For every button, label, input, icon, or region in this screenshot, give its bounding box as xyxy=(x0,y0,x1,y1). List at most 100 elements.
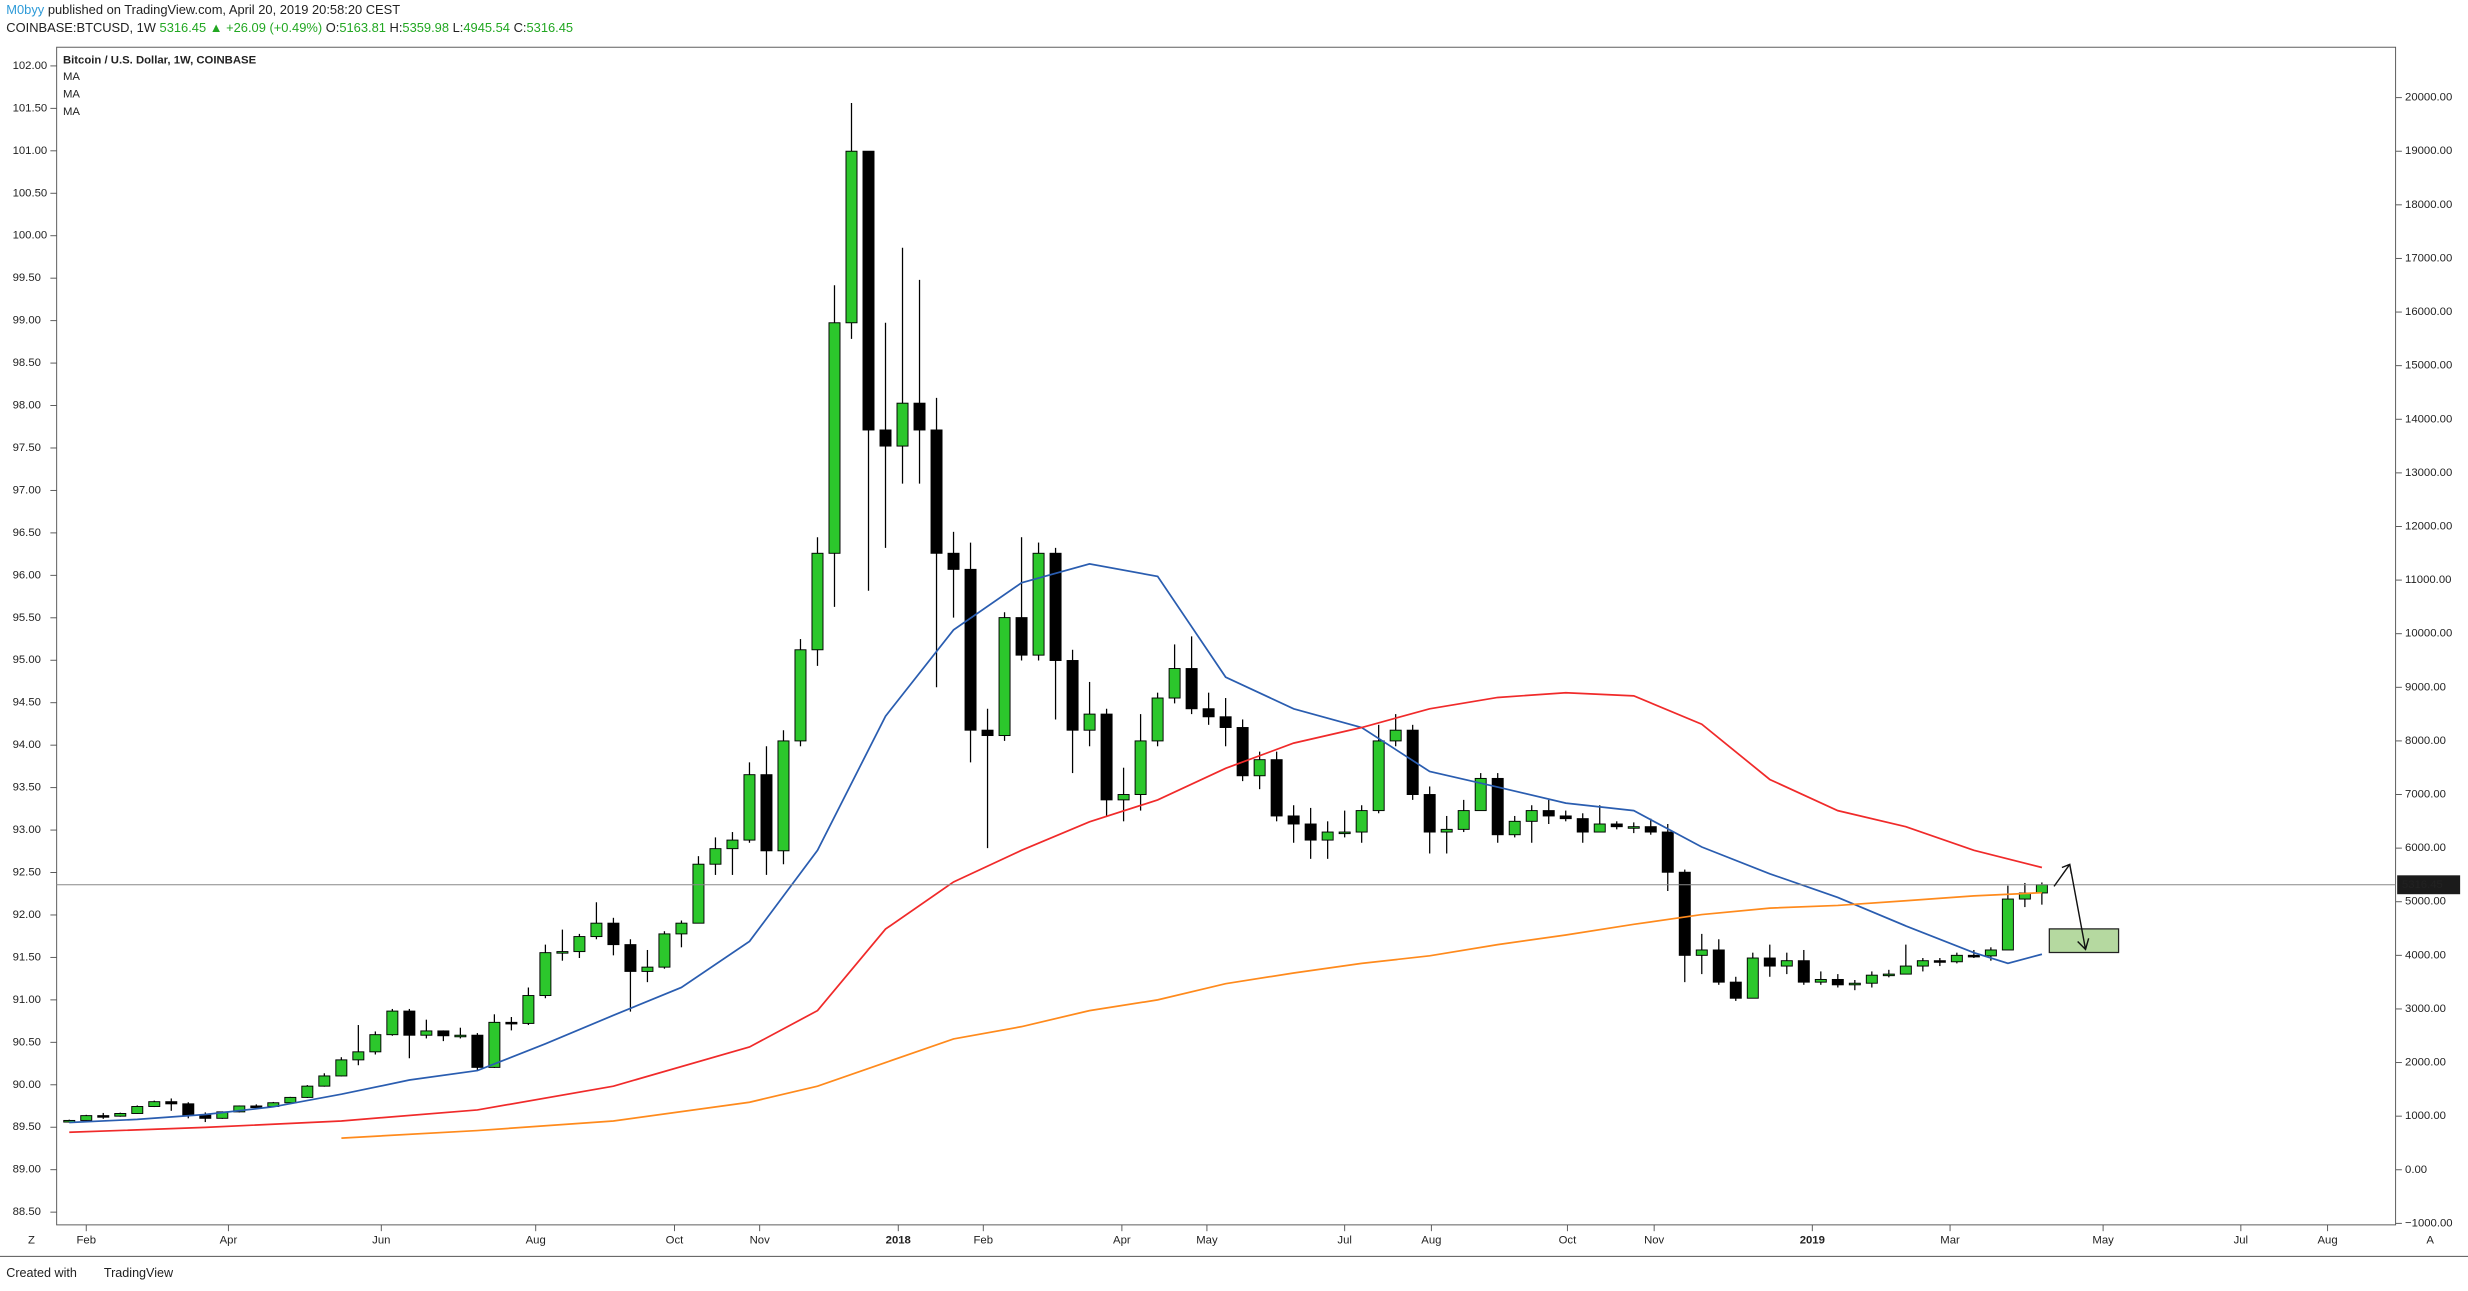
footer-created: Created with xyxy=(6,1266,77,1280)
candle-body xyxy=(1967,954,1980,958)
candle-body xyxy=(233,1105,246,1113)
y-tick-label: 14000.00 xyxy=(2405,413,2452,425)
footer-brand[interactable]: TradingView xyxy=(104,1266,174,1280)
candle-body xyxy=(1338,831,1351,835)
ma-line xyxy=(341,891,2042,1139)
candle-body xyxy=(692,863,705,924)
y2-tick-label: 90.00 xyxy=(13,1079,41,1091)
candle-body xyxy=(1270,759,1283,817)
y2-tick-label: 88.50 xyxy=(13,1206,41,1218)
c-value: 5316.45 xyxy=(526,21,573,36)
y-tick-label: 8000.00 xyxy=(2405,735,2446,747)
candle-body xyxy=(1321,831,1334,841)
legend-entry: MA xyxy=(63,106,80,118)
candle-body xyxy=(1610,823,1623,828)
candle-body xyxy=(131,1106,144,1114)
candle-body xyxy=(1746,957,1759,999)
candle-body xyxy=(454,1034,467,1038)
candle-body xyxy=(1355,810,1368,833)
y-tick-label: 9000.00 xyxy=(2405,681,2446,693)
l-value: 4945.54 xyxy=(463,21,510,36)
x-tick-label: Feb xyxy=(76,1235,96,1247)
candle-body xyxy=(1100,713,1113,801)
y2-tick-label: 91.00 xyxy=(13,994,41,1006)
price-label-box xyxy=(2397,875,2461,895)
y2-tick-label: 95.50 xyxy=(13,612,41,624)
o-label: O: xyxy=(326,21,340,36)
candle-body xyxy=(1729,981,1742,999)
candle-body xyxy=(369,1034,382,1053)
x-tick-label: Nov xyxy=(750,1235,770,1247)
y2-tick-label: 96.50 xyxy=(13,527,41,539)
candle-body xyxy=(420,1030,433,1036)
legend-entry: MA xyxy=(63,71,80,83)
x-tick-label: Feb xyxy=(974,1235,994,1247)
candle-body xyxy=(743,774,756,841)
y2-tick-label: 94.50 xyxy=(13,697,41,709)
candle-body xyxy=(1525,810,1538,822)
y-tick-label: −1000.00 xyxy=(2405,1217,2453,1229)
candle-body xyxy=(1304,823,1317,841)
candle-body xyxy=(2035,884,2048,894)
candle-body xyxy=(658,933,671,968)
candle-body xyxy=(1236,727,1249,777)
candle-body xyxy=(675,922,688,935)
ma-line xyxy=(69,691,2043,1134)
y2-tick-label: 89.50 xyxy=(13,1121,41,1133)
corner-left[interactable]: Z xyxy=(28,1235,35,1247)
x-tick-label: 2018 xyxy=(886,1235,911,1247)
o-value: 5163.81 xyxy=(339,21,386,36)
candle-body xyxy=(97,1115,110,1118)
candle-body xyxy=(1627,826,1640,829)
candle-body xyxy=(522,995,535,1024)
author[interactable]: M0byy xyxy=(6,2,45,17)
x-tick-label: Nov xyxy=(1644,1235,1664,1247)
candle-body xyxy=(1576,818,1589,833)
candle-body xyxy=(1253,759,1266,777)
legend-title: Bitcoin / U.S. Dollar, 1W, COINBASE xyxy=(63,55,257,67)
candle-body xyxy=(1950,954,1963,963)
candle-body xyxy=(505,1021,518,1025)
candle-body xyxy=(1117,794,1130,801)
candle-body xyxy=(641,966,654,972)
candle-body xyxy=(1457,810,1470,830)
candle-body xyxy=(1423,794,1436,833)
candle-body xyxy=(981,729,994,737)
candle-body xyxy=(1219,716,1232,728)
y2-tick-label: 100.50 xyxy=(13,187,48,199)
x-tick-label: May xyxy=(2092,1235,2114,1247)
y2-tick-label: 96.00 xyxy=(13,569,41,581)
price-label: 5316.45 xyxy=(2402,879,2443,891)
y-tick-label: 20000.00 xyxy=(2405,92,2452,104)
candle-body xyxy=(1440,828,1453,833)
candle-body xyxy=(1202,708,1215,718)
y2-tick-label: 93.50 xyxy=(13,782,41,794)
y2-tick-label: 98.00 xyxy=(13,400,41,412)
candle-body xyxy=(1882,973,1895,977)
corner-right[interactable]: A xyxy=(2426,1235,2434,1247)
published: published on TradingView.com, April 20, … xyxy=(48,2,400,17)
candle-body xyxy=(165,1101,178,1105)
candle-body xyxy=(777,740,790,852)
x-tick-label: 2019 xyxy=(1800,1235,1825,1247)
candle-body xyxy=(1712,949,1725,983)
symbol-line: COINBASE:BTCUSD, 1W 5316.45 ▲ +26.09 (+0… xyxy=(6,21,573,36)
x-tick-label: Jun xyxy=(372,1235,390,1247)
y2-tick-label: 99.50 xyxy=(13,272,41,284)
x-tick-label: Apr xyxy=(220,1235,238,1247)
y2-tick-label: 92.50 xyxy=(13,867,41,879)
y-tick-label: 17000.00 xyxy=(2405,252,2452,264)
y-tick-label: 0.00 xyxy=(2405,1164,2427,1176)
candle-body xyxy=(301,1085,314,1098)
candle-body xyxy=(726,839,739,850)
candle-body xyxy=(1185,668,1198,710)
candle-body xyxy=(335,1059,348,1077)
y2-tick-label: 90.50 xyxy=(13,1036,41,1048)
candle-body xyxy=(1678,871,1691,956)
y-tick-label: 16000.00 xyxy=(2405,306,2452,318)
candle-body xyxy=(1083,713,1096,731)
candle-body xyxy=(148,1101,161,1107)
y-tick-label: 3000.00 xyxy=(2405,1003,2446,1015)
candle-body xyxy=(573,936,586,953)
